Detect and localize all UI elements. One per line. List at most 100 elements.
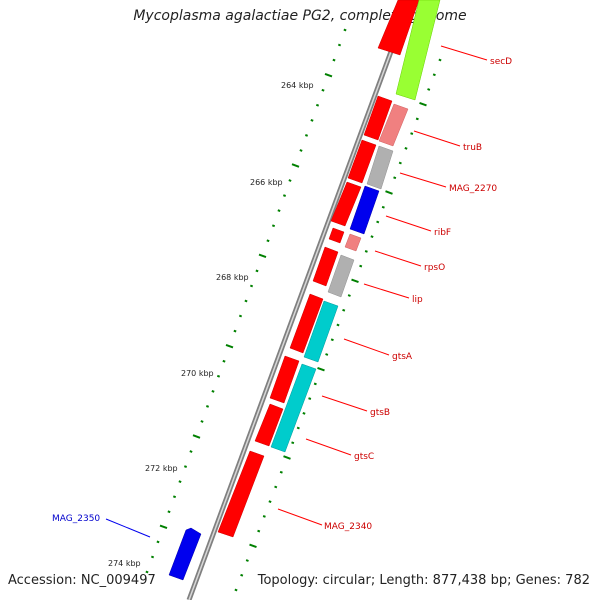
tick-dot-outer <box>288 179 292 182</box>
tick-dot-outer <box>192 434 201 439</box>
tick-dot-inner <box>308 397 312 400</box>
tick-dot-inner <box>415 117 419 121</box>
tick-label-264: 264 kbp <box>281 81 314 90</box>
cds-ribf[interactable] <box>330 181 362 227</box>
topology-text: Topology: circular; Length: 877,438 bp; … <box>257 573 590 588</box>
cds-mag-2270[interactable] <box>347 139 377 184</box>
map-title: Mycoplasma agalactiae PG2, complete geno… <box>133 8 467 24</box>
tick-dot-inner <box>291 441 295 445</box>
tick-dot-outer <box>205 405 210 408</box>
tick-dot-inner <box>364 250 368 253</box>
tick-dot-outer <box>332 58 336 62</box>
tick-dot-outer <box>189 450 193 453</box>
tick-dot-inner <box>317 366 325 372</box>
tick-dot-inner <box>410 132 414 135</box>
tick-dot-inner <box>245 559 249 562</box>
tick-dot-inner <box>385 190 393 195</box>
gene-label-gtsc[interactable]: gtsC <box>354 452 374 462</box>
tick-dot-inner <box>351 278 359 284</box>
tick-dot-outer <box>304 134 309 137</box>
tick-dot-outer <box>337 43 342 47</box>
cds-trub[interactable] <box>363 95 393 141</box>
cog-mag-2270[interactable] <box>366 145 394 190</box>
cog-rpso[interactable] <box>344 233 362 252</box>
cds-lip[interactable] <box>312 246 339 287</box>
gene-label-ribf[interactable]: ribF <box>434 228 451 238</box>
gene-label-gtsa[interactable]: gtsA <box>392 352 413 362</box>
tick-labels: 264 kbp 266 kbp 268 kbp 270 kbp 272 kbp … <box>108 81 314 568</box>
backbone-line-inner <box>188 0 411 600</box>
accession-text: Accession: NC_009497 <box>8 573 156 588</box>
gene-labels: secD truB MAG_2270 ribF rpsO lip gtsA gt… <box>52 57 512 532</box>
gene-label-gtsb[interactable]: gtsB <box>370 408 390 418</box>
cog-lip[interactable] <box>327 254 355 298</box>
cog-gtsb-gtsc[interactable] <box>270 363 317 453</box>
tick-dot-outer <box>321 88 325 92</box>
tick-dot-inner <box>419 101 427 107</box>
tick-dot-outer <box>150 555 155 559</box>
tick-label-268: 268 kbp <box>216 273 249 282</box>
tick-dot-outer <box>216 374 221 378</box>
gene-label-lip[interactable]: lip <box>412 295 423 305</box>
tick-dot-inner <box>262 515 266 518</box>
tick-dot-outer <box>299 149 303 152</box>
callout-lip <box>363 283 410 299</box>
tick-dot-inner <box>274 485 278 489</box>
tick-dot-outer <box>156 540 160 544</box>
tick-dot-inner <box>393 176 397 180</box>
tick-dot-inner <box>376 220 380 224</box>
callout-lines <box>105 45 488 538</box>
cog-gtsa[interactable] <box>303 300 339 363</box>
tick-marks <box>145 28 442 592</box>
callout-mag-2350 <box>105 518 151 538</box>
tick-dot-inner <box>249 543 257 549</box>
tick-dot-inner <box>432 73 436 77</box>
tick-dot-outer <box>225 343 234 349</box>
gene-label-mag-2350[interactable]: MAG_2350 <box>52 514 100 524</box>
gene-label-trub[interactable]: truB <box>463 143 482 153</box>
tick-dot-inner <box>370 235 374 239</box>
callout-rpso <box>374 250 422 267</box>
gene-label-rpso[interactable]: rpsO <box>424 263 445 273</box>
cds-secd[interactable] <box>377 0 420 56</box>
tick-dot-outer <box>310 118 314 122</box>
cog-trub[interactable] <box>378 103 409 147</box>
cog-ribf[interactable] <box>349 185 380 235</box>
tick-dot-outer <box>233 329 237 333</box>
tick-dot-outer <box>211 389 215 393</box>
tick-dot-outer <box>200 420 204 423</box>
cds-gtsb[interactable] <box>269 355 300 404</box>
tick-dot-outer <box>255 269 259 273</box>
tick-dot-outer <box>282 194 287 197</box>
tick-dot-inner <box>313 382 317 386</box>
gene-label-mag-2340[interactable]: MAG_2340 <box>324 522 372 532</box>
cds-mag-2350[interactable] <box>168 527 202 581</box>
backbone <box>186 0 413 600</box>
tick-dot-inner <box>268 500 272 504</box>
callout-mag-2340 <box>277 508 323 526</box>
cog-secd[interactable] <box>395 0 441 101</box>
tick-dot-outer <box>249 284 254 288</box>
tick-dot-inner <box>342 308 346 312</box>
tick-dot-outer <box>238 314 243 318</box>
cds-gtsc[interactable] <box>254 403 284 447</box>
gene-label-secd[interactable]: secD <box>490 57 512 67</box>
tick-dot-inner <box>404 146 408 150</box>
tick-dot-inner <box>240 573 244 577</box>
tick-label-272: 272 kbp <box>145 464 178 473</box>
gene-label-mag-2270[interactable]: MAG_2270 <box>449 184 497 194</box>
tick-dot-inner <box>283 455 291 460</box>
cds-mag-2340[interactable] <box>217 450 265 538</box>
cds-rpso[interactable] <box>328 227 345 244</box>
tick-dot-outer <box>222 359 226 363</box>
tick-dot-inner <box>336 323 340 327</box>
tick-dot-outer <box>258 253 267 259</box>
tick-dot-inner <box>302 411 306 415</box>
callout-trub <box>413 130 461 147</box>
cds-gtsa[interactable] <box>289 293 324 354</box>
callout-gtsa <box>343 338 390 356</box>
tick-dot-outer <box>145 570 149 574</box>
tick-dot-outer <box>159 524 168 530</box>
tick-dot-outer <box>315 103 320 107</box>
